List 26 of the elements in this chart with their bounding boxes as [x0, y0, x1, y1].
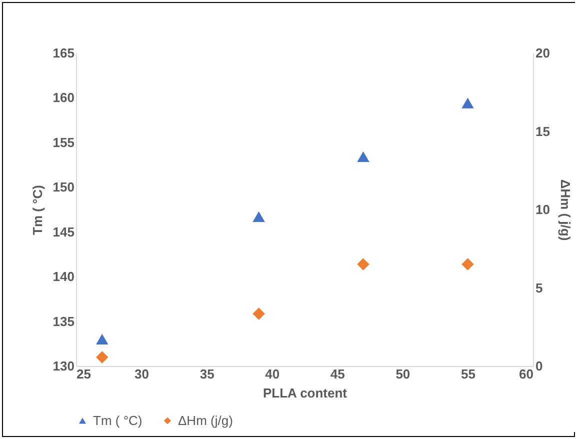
y-tick-label: 165: [52, 46, 74, 60]
y-tick-label: 145: [52, 224, 74, 240]
y-tick-label: 135: [52, 314, 74, 329]
y2-tick-label: 20: [536, 46, 550, 60]
x-axis-title: PLLA content: [262, 386, 348, 400]
x-tick-label: 55: [460, 366, 476, 382]
x-tick-label: 50: [396, 366, 410, 382]
y-tick-label: 160: [52, 90, 74, 106]
y-axis-title: Tm ( °C): [30, 185, 45, 235]
x-tick-label: 45: [330, 366, 345, 382]
y-tick-label: 130: [52, 358, 74, 374]
x-tick-label: 40: [265, 366, 280, 382]
y-tick-label: 150: [52, 180, 74, 195]
y-tick-label: 140: [52, 269, 74, 284]
x-tick-label: 60: [519, 366, 534, 382]
y2-axis-title: ΔHm ( j/g): [558, 179, 573, 241]
y2-tick-label: 15: [536, 124, 550, 139]
y2-tick-label: 0: [536, 358, 543, 374]
x-tick-label: 30: [134, 366, 150, 382]
x-tick-label: 35: [200, 366, 214, 382]
legend-label: ΔHm (j/g): [178, 412, 233, 428]
y2-tick-label: 10: [536, 202, 550, 217]
x-tick-label: 25: [76, 366, 91, 382]
y2-tick-label: 5: [536, 280, 543, 296]
legend-label: Tm ( °C): [93, 412, 142, 428]
y-tick-label: 155: [52, 134, 74, 150]
